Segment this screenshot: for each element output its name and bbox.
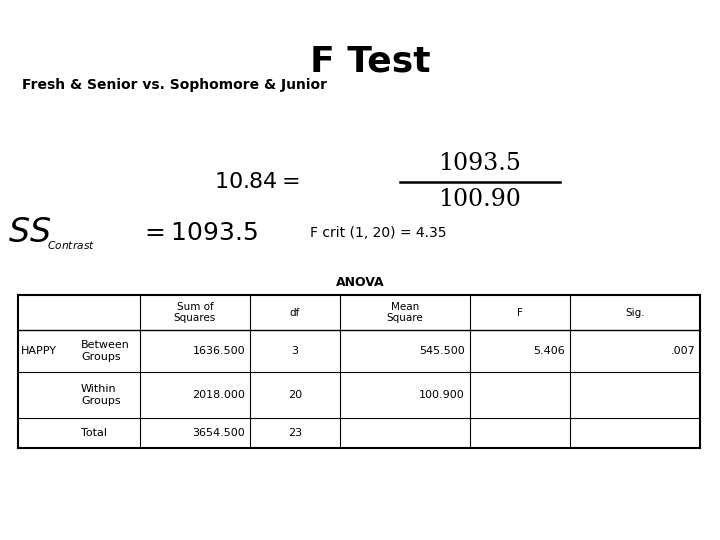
Text: HAPPY: HAPPY [21,346,57,356]
Text: Sig.: Sig. [625,307,645,318]
Text: $10.84=$: $10.84=$ [215,171,300,193]
Text: Between
Groups: Between Groups [81,340,130,362]
Text: 20: 20 [288,390,302,400]
Text: df: df [290,307,300,318]
Text: .007: .007 [670,346,695,356]
Text: F Test: F Test [310,45,431,79]
Text: 5.406: 5.406 [534,346,565,356]
Text: 3654.500: 3654.500 [192,428,245,438]
Text: Fresh & Senior vs. Sophomore & Junior: Fresh & Senior vs. Sophomore & Junior [22,78,327,92]
Text: 545.500: 545.500 [419,346,465,356]
Text: F crit (1, 20) = 4.35: F crit (1, 20) = 4.35 [310,226,446,240]
Text: $_{Contrast}$: $_{Contrast}$ [47,238,95,252]
Text: 3: 3 [292,346,299,356]
Text: 1093.5: 1093.5 [438,152,521,176]
Text: 100.90: 100.90 [438,188,521,212]
Text: 2018.000: 2018.000 [192,390,245,400]
Text: 23: 23 [288,428,302,438]
Text: F: F [517,307,523,318]
Text: 100.900: 100.900 [419,390,465,400]
Text: Sum of
Squares: Sum of Squares [174,302,216,323]
Text: $SS$: $SS$ [8,217,51,249]
Text: Total: Total [81,428,107,438]
Text: Mean
Square: Mean Square [387,302,423,323]
Text: ANOVA: ANOVA [336,275,384,288]
Text: $=1093.5$: $=1093.5$ [140,221,258,245]
Text: Within
Groups: Within Groups [81,384,121,406]
Text: 1636.500: 1636.500 [192,346,245,356]
